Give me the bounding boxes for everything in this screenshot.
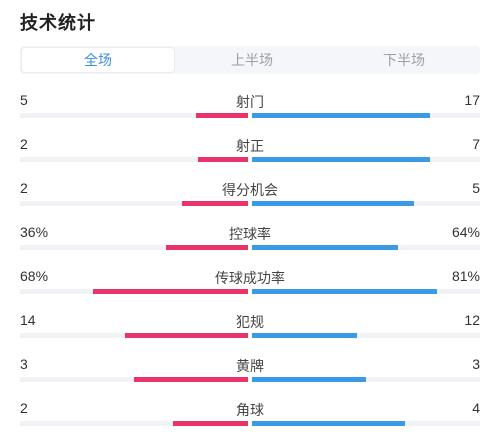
away-bar: [252, 157, 430, 162]
away-bar-track: [252, 289, 480, 294]
tab-full-match[interactable]: 全场: [21, 47, 175, 73]
home-bar: [182, 201, 248, 206]
home-bar-track: [20, 333, 248, 338]
home-bar: [173, 421, 248, 426]
stat-label: 得分机会: [222, 182, 278, 198]
stat-label: 控球率: [229, 226, 271, 242]
stat-label: 传球成功率: [215, 270, 285, 286]
home-bar: [196, 113, 248, 118]
home-value: 2: [20, 400, 28, 416]
away-bar-track: [252, 333, 480, 338]
page-title: 技术统计: [20, 13, 96, 33]
stat-label: 角球: [236, 402, 264, 418]
away-bar-track: [252, 421, 480, 426]
away-bar: [252, 377, 366, 382]
home-value: 3: [20, 356, 28, 372]
away-value: 81%: [451, 268, 480, 284]
away-bar-track: [252, 377, 480, 382]
tab-first-half[interactable]: 上半场: [231, 52, 273, 68]
home-value: 14: [20, 312, 36, 328]
home-bar-track: [20, 245, 248, 250]
stat-row: 3 黄牌 3: [20, 354, 480, 398]
away-bar-track: [252, 113, 480, 118]
home-value: 2: [20, 136, 28, 152]
home-value: 36%: [20, 224, 49, 240]
away-bar-track: [252, 245, 480, 250]
away-bar: [252, 245, 398, 250]
away-value: 17: [464, 92, 480, 108]
stat-label: 射门: [236, 94, 264, 110]
home-bar-track: [20, 289, 248, 294]
home-value: 2: [20, 180, 28, 196]
home-bar: [198, 157, 248, 162]
away-bar: [252, 289, 437, 294]
stat-row: 2 射正 7: [20, 134, 480, 178]
away-bar: [252, 333, 357, 338]
stat-label: 犯规: [236, 314, 264, 330]
stat-row: 2 得分机会 5: [20, 178, 480, 222]
away-value: 5: [472, 180, 480, 196]
home-bar: [125, 333, 248, 338]
stat-row: 5 射门 17: [20, 90, 480, 134]
stat-label: 黄牌: [236, 358, 264, 374]
home-bar-track: [20, 421, 248, 426]
home-bar: [93, 289, 248, 294]
stat-row: 14 犯规 12: [20, 310, 480, 354]
away-value: 7: [472, 136, 480, 152]
away-bar: [252, 201, 414, 206]
away-value: 3: [472, 356, 480, 372]
stats-list: 5 射门 17 2 射正 7 2 得分机会 5 36% 控球率 64% 68% 传球成功率 81% 14 犯规 1…: [20, 90, 480, 442]
stat-row: 68% 传球成功率 81%: [20, 266, 480, 310]
away-bar: [252, 421, 405, 426]
home-bar-track: [20, 201, 248, 206]
away-bar-track: [252, 201, 480, 206]
home-bar-track: [20, 113, 248, 118]
stat-row: 2 角球 4: [20, 398, 480, 442]
home-bar-track: [20, 377, 248, 382]
tab-second-half[interactable]: 下半场: [383, 52, 425, 68]
away-value: 4: [472, 400, 480, 416]
period-tabs: 全场 上半场 下半场: [20, 46, 480, 74]
home-bar: [166, 245, 248, 250]
home-bar: [134, 377, 248, 382]
home-value: 5: [20, 92, 28, 108]
home-value: 68%: [20, 268, 49, 284]
stat-label: 射正: [236, 138, 264, 154]
away-bar-track: [252, 157, 480, 162]
home-bar-track: [20, 157, 248, 162]
away-value: 64%: [451, 224, 480, 240]
away-bar: [252, 113, 430, 118]
away-value: 12: [464, 312, 480, 328]
stat-row: 36% 控球率 64%: [20, 222, 480, 266]
